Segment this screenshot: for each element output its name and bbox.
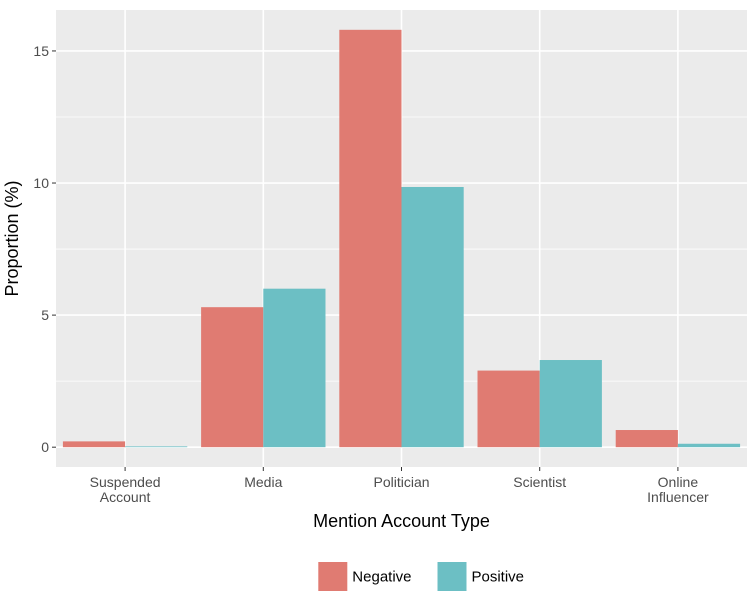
bar-positive-4 <box>677 443 741 448</box>
bar-positive-2 <box>401 186 464 448</box>
x-tick-label: Media <box>244 474 282 490</box>
legend-label-negative: Negative <box>352 569 411 586</box>
x-tick-label: Politician <box>373 474 429 490</box>
bar-negative-3 <box>477 370 540 448</box>
bar-negative-2 <box>339 29 402 448</box>
x-tick-label-line: Suspended <box>90 474 161 490</box>
y-tick-label: 5 <box>41 307 49 323</box>
legend-key-positive <box>437 562 467 591</box>
x-tick-label-line: Media <box>244 474 282 490</box>
x-axis: Suspended Account Media Politician Scientist… <box>90 467 709 505</box>
x-tick-label-line: Scientist <box>513 474 566 490</box>
x-axis-title: Mention Account Type <box>313 511 490 531</box>
bar-negative-1 <box>201 307 264 448</box>
x-tick-label: Scientist <box>513 474 566 490</box>
legend-key-negative <box>318 562 348 591</box>
y-tick-label: 15 <box>33 43 49 59</box>
y-tick-label: 10 <box>33 175 49 191</box>
x-tick-label-line: Politician <box>373 474 429 490</box>
bars <box>62 29 741 448</box>
x-tick-label-line: Influencer <box>647 489 709 505</box>
bar-negative-0 <box>62 441 126 448</box>
bar-negative-4 <box>615 430 678 448</box>
bar-positive-0 <box>125 446 188 448</box>
x-tick-label: Online Influencer <box>647 474 709 505</box>
legend: Negative Positive <box>318 562 524 591</box>
bar-positive-1 <box>263 288 326 448</box>
legend-label-positive: Positive <box>472 569 525 586</box>
x-tick-label-line: Online <box>658 474 699 490</box>
bar-positive-3 <box>539 360 602 448</box>
x-tick-label-line: Account <box>100 489 151 505</box>
y-axis-title: Proportion (%) <box>2 180 22 296</box>
x-tick-label: Suspended Account <box>90 474 161 505</box>
y-axis: 0 5 10 15 <box>33 43 56 455</box>
y-tick-label: 0 <box>41 439 49 455</box>
